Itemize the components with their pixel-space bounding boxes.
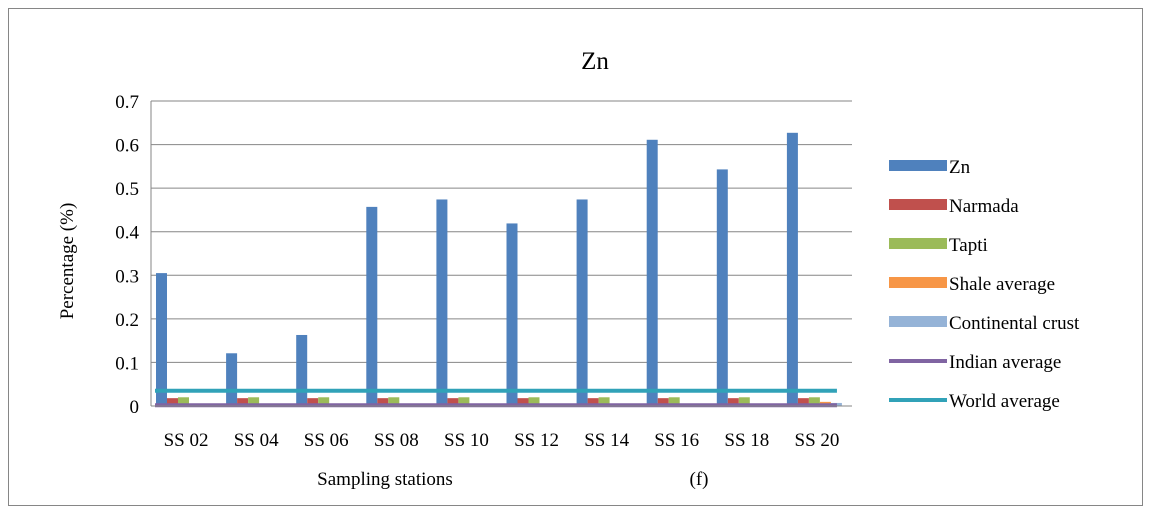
x-tick-label: SS 16	[654, 430, 699, 451]
legend-label: Continental crust	[949, 313, 1080, 334]
x-tick-label: SS 06	[304, 430, 349, 451]
legend-swatch	[889, 277, 947, 288]
legend-swatch	[889, 160, 947, 171]
bar-tapti	[808, 397, 820, 406]
axes	[150, 101, 852, 407]
bar-narmada	[797, 398, 809, 406]
bar-narmada	[657, 398, 669, 406]
chart-frame: Zn 0 0.1 0.2 0.3 0.4 0.5 0.6 0.7 SS 02 SS 04 SS 0…	[8, 8, 1143, 506]
x-tick-label: SS 14	[584, 430, 629, 451]
legend-label: World average	[949, 391, 1060, 412]
bar-narmada	[377, 398, 389, 406]
gridlines	[151, 100, 852, 363]
bar-narmada	[167, 398, 178, 406]
x-tick-label: SS 08	[374, 430, 419, 451]
y-tick-label: 0.6	[115, 136, 139, 157]
y-tick-label: 0.3	[115, 266, 139, 287]
x-tick-label: SS 04	[234, 430, 279, 451]
bar-narmada	[447, 398, 459, 406]
y-tick-label: 0	[130, 397, 140, 418]
legend-label: Indian average	[949, 352, 1061, 373]
legend-swatch	[889, 238, 947, 249]
y-tick-label: 0.1	[115, 353, 139, 374]
bar-narmada	[517, 398, 529, 406]
bar-tapti	[598, 397, 610, 406]
bar-narmada	[727, 398, 739, 406]
bar-zn	[506, 223, 518, 406]
bar-zn	[576, 199, 588, 406]
x-tick-labels: SS 02 SS 04 SS 06 SS 08 SS 10 SS 12 SS 14 SS 16…	[164, 430, 840, 451]
bar-tapti	[668, 397, 680, 406]
y-tick-label: 0.4	[115, 223, 139, 244]
bar-narmada	[587, 398, 599, 406]
bar-zn	[786, 132, 798, 407]
y-tick-label: 0.7	[115, 92, 139, 113]
bar-zn	[436, 199, 448, 406]
bar-zn	[366, 206, 378, 406]
bar-tapti	[248, 397, 260, 406]
legend-swatch	[889, 316, 947, 327]
bar-tapti	[388, 397, 400, 406]
y-axis-label: Percentage (%)	[57, 203, 78, 320]
bar-zn	[156, 273, 167, 406]
bars	[156, 132, 842, 407]
chart-title: Zn	[581, 48, 609, 75]
x-tick-label: SS 02	[164, 430, 209, 451]
legend: Zn Narmada Tapti Shale average Continental c…	[889, 157, 1080, 412]
legend-label: Zn	[949, 157, 971, 178]
bar-narmada	[307, 398, 319, 406]
bar-narmada	[237, 398, 249, 406]
x-tick-label: SS 12	[514, 430, 559, 451]
x-axis-label: Sampling stations	[317, 469, 453, 490]
x-tick-label: SS 20	[795, 430, 840, 451]
y-tick-label: 0.5	[115, 179, 139, 200]
bar-tapti	[458, 397, 470, 406]
bar-zn	[226, 353, 238, 406]
bar-zn	[646, 139, 658, 406]
x-tick-label: SS 18	[724, 430, 769, 451]
bar-zn	[716, 169, 728, 406]
legend-label: Tapti	[949, 235, 988, 256]
panel-annotation: (f)	[690, 469, 709, 490]
bar-tapti	[178, 397, 189, 406]
bar-zn	[296, 334, 308, 406]
y-tick-labels: 0 0.1 0.2 0.3 0.4 0.5 0.6 0.7	[115, 92, 139, 418]
legend-label: Shale average	[949, 274, 1055, 295]
legend-swatch	[889, 199, 947, 210]
series-lines	[155, 388, 837, 408]
bar-tapti	[528, 397, 540, 406]
y-tick-label: 0.2	[115, 310, 139, 331]
zn-chart: Zn 00.10.20.30.40.50.60.7 SS 02 SS 04 SS 0…	[57, 48, 1080, 490]
bar-tapti	[738, 397, 750, 406]
legend-label: Narmada	[949, 196, 1019, 217]
x-tick-label: SS 10	[444, 430, 489, 451]
bar-tapti	[318, 397, 330, 406]
